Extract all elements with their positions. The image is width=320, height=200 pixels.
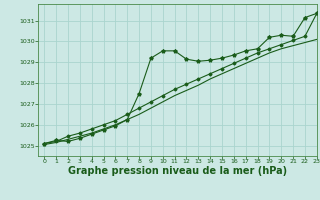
X-axis label: Graphe pression niveau de la mer (hPa): Graphe pression niveau de la mer (hPa) <box>68 166 287 176</box>
